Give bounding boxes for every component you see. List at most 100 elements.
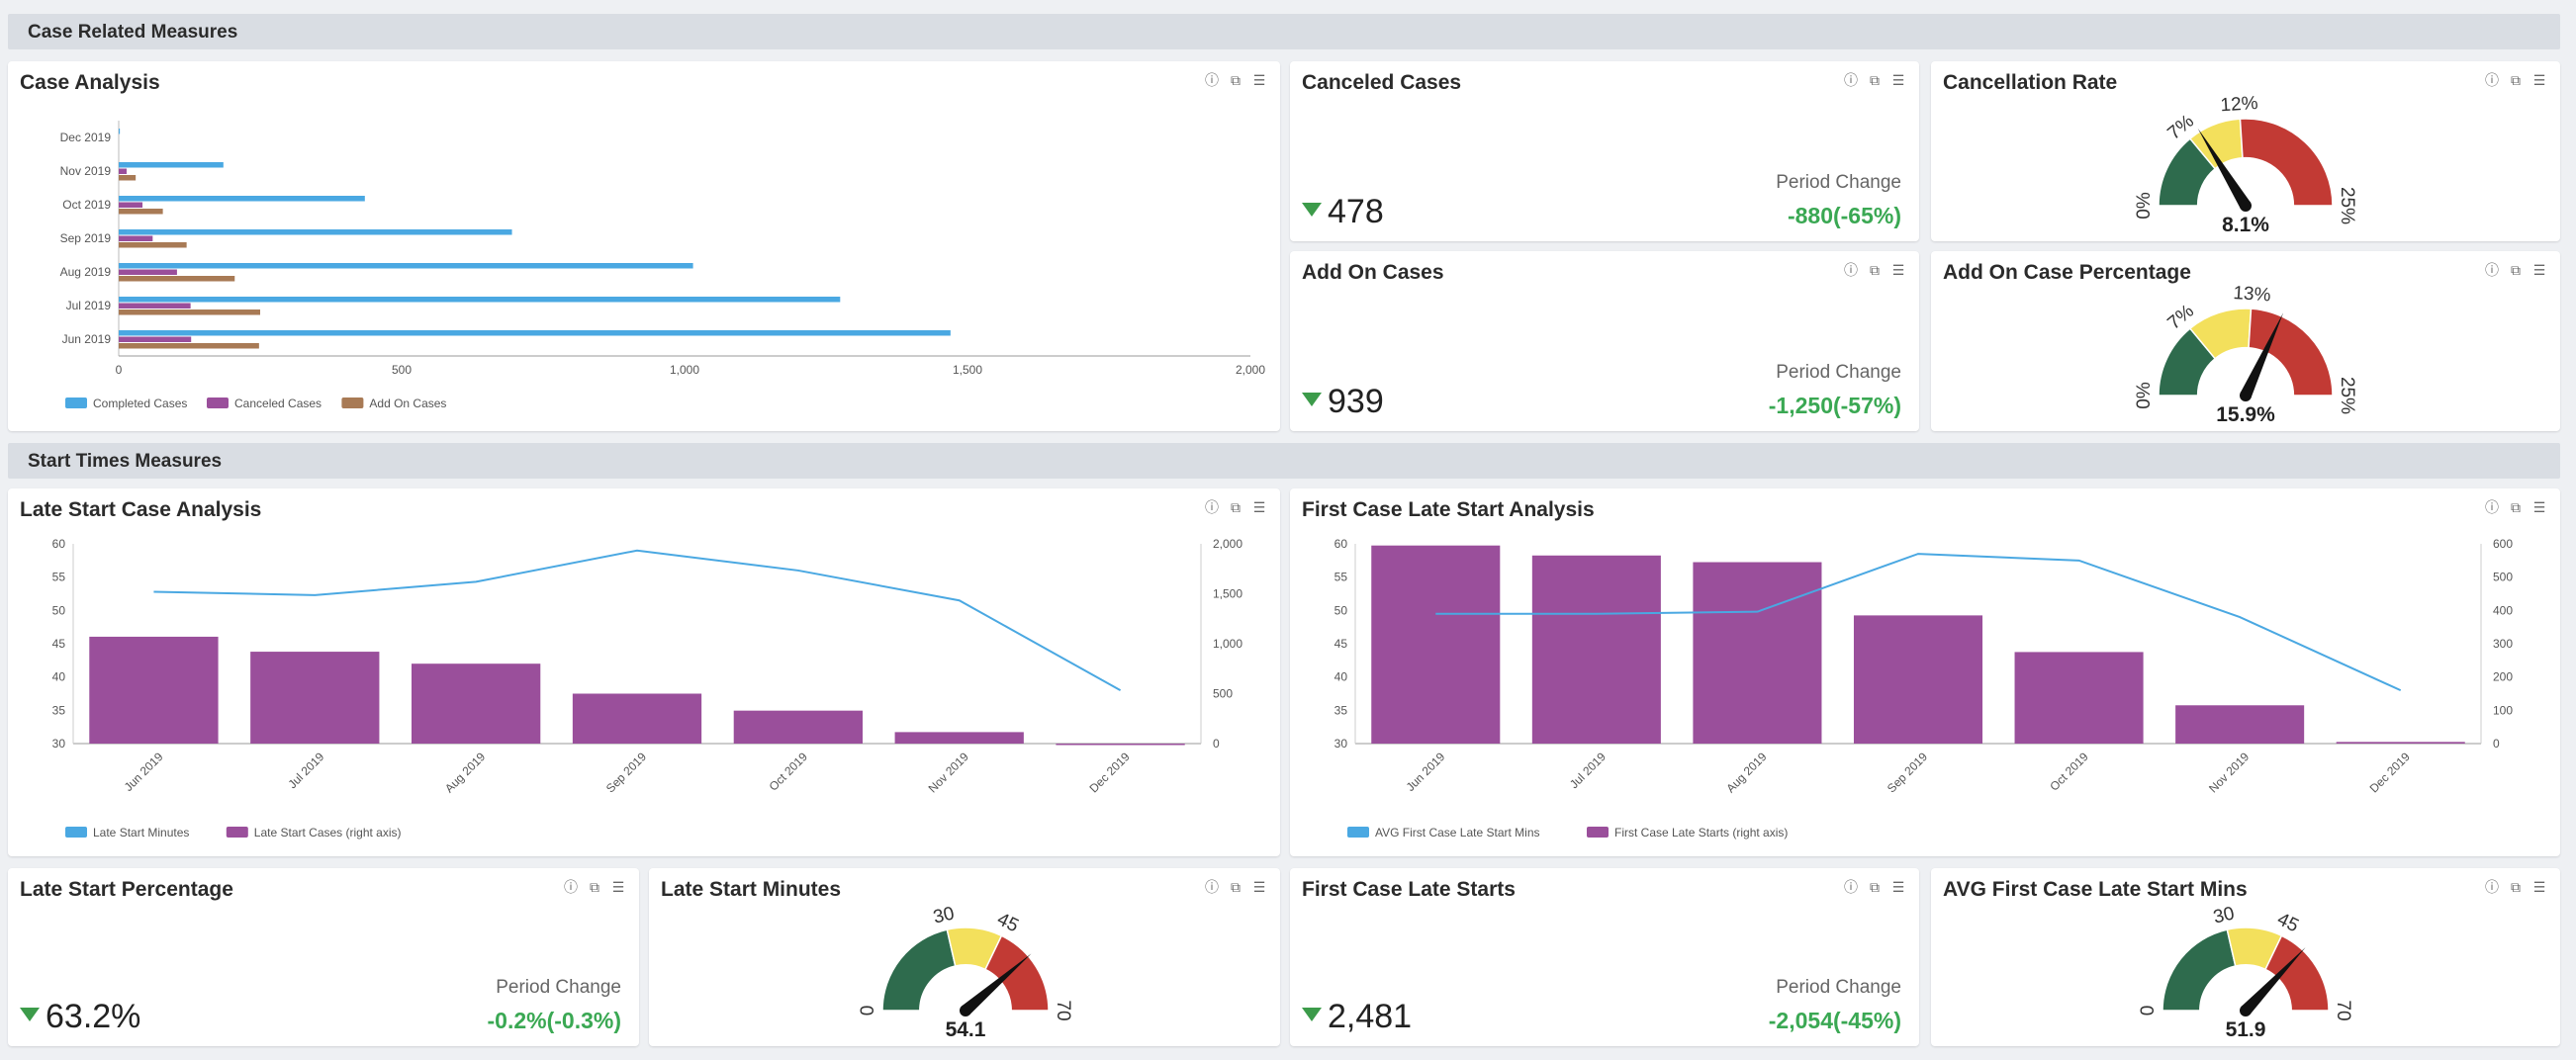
gauge-band-high: [2248, 308, 2334, 397]
bar: [119, 229, 512, 235]
kpi-value: 478: [1328, 193, 1384, 230]
card-toolbar: ⓘ ⧉ ☰: [1205, 880, 1266, 894]
info-icon[interactable]: ⓘ: [1844, 262, 1858, 278]
down-triangle-icon: [1302, 203, 1322, 217]
copy-icon[interactable]: ⧉: [2511, 262, 2521, 278]
info-icon[interactable]: ⓘ: [2485, 879, 2499, 895]
x-tick-label: Oct 2019: [767, 750, 811, 794]
bar: [1371, 545, 1501, 744]
first-case-late-starts-card: First Case Late Starts ⓘ ⧉ ☰ Period Change…: [1290, 868, 1919, 1046]
late-start-case-analysis-card: Late Start Case Analysis ⓘ ⧉ ☰ 30 35 40 45 50 5…: [8, 488, 1280, 856]
y-tick-label: Aug 2019: [60, 265, 112, 279]
y-right-tick-label: 400: [2493, 603, 2513, 617]
legend-swatch: [207, 398, 229, 408]
bar: [119, 129, 121, 134]
x-tick-label: 1,000: [670, 363, 699, 377]
info-icon[interactable]: ⓘ: [2485, 72, 2499, 88]
bar: [119, 336, 192, 342]
database-icon[interactable]: ☰: [1252, 72, 1266, 88]
legend-label: Late Start Cases (right axis): [254, 826, 402, 839]
add-on-case-percentage-card: Add On Case Percentage ⓘ ⧉ ☰ 0% 7% 13% 25% 15.…: [1931, 251, 2560, 431]
copy-icon[interactable]: ⧉: [590, 879, 599, 895]
bar: [119, 309, 260, 315]
copy-icon[interactable]: ⧉: [1231, 499, 1241, 515]
period-change-label: Period Change: [1776, 362, 1901, 383]
y-right-tick-label: 100: [2493, 703, 2513, 717]
cancellation-rate-gauge: 0%7%12%25%8.1%: [2134, 93, 2357, 236]
y-right-tick-label: 0: [1213, 737, 1220, 751]
database-icon[interactable]: ☰: [1252, 499, 1266, 515]
period-change-value: -0.2%(-0.3%): [487, 1008, 621, 1033]
card-toolbar: ⓘ ⧉ ☰: [1205, 73, 1266, 87]
database-icon[interactable]: ☰: [611, 879, 625, 895]
y-left-tick-label: 45: [1334, 637, 1348, 651]
info-icon[interactable]: ⓘ: [1844, 72, 1858, 88]
bar: [119, 242, 187, 248]
avg-first-case-late-start-mins-gauge: 0 30 45 70 51.9: [2138, 903, 2353, 1041]
legend-swatch: [226, 827, 248, 838]
bar: [412, 663, 541, 744]
copy-icon[interactable]: ⧉: [2511, 879, 2521, 895]
database-icon[interactable]: ☰: [1252, 879, 1266, 895]
y-tick-label: Dec 2019: [60, 131, 112, 144]
database-icon[interactable]: ☰: [1891, 262, 1905, 278]
copy-icon[interactable]: ⧉: [1870, 879, 1880, 895]
bar: [119, 330, 951, 336]
legend-swatch: [1347, 827, 1369, 838]
database-icon[interactable]: ☰: [1891, 72, 1905, 88]
info-icon[interactable]: ⓘ: [1205, 72, 1219, 88]
legend-swatch: [1587, 827, 1609, 838]
x-tick-label: Jun 2019: [122, 750, 166, 794]
y-right-tick-label: 600: [2493, 537, 2513, 551]
y-right-tick-label: 1,500: [1213, 587, 1242, 601]
canceled-cases-card: Canceled Cases ⓘ ⧉ ☰ Period Change -880(-6…: [1290, 61, 1919, 241]
late-start-case-analysis-chart: 30 35 40 45 50 55 60 0 500 1,000 1,500 2,000 Jun 201…: [52, 537, 1243, 839]
y-right-tick-label: 1,000: [1213, 637, 1242, 651]
gauge-needle: [962, 953, 1032, 1016]
copy-icon[interactable]: ⧉: [1870, 72, 1880, 88]
kpi-value: 63.2%: [46, 998, 141, 1035]
y-left-tick-label: 60: [1334, 537, 1348, 551]
bar: [119, 235, 153, 241]
bar: [1531, 555, 1661, 744]
add-on-case-percentage-gauge: 0%7%13%25%15.9%: [2134, 283, 2357, 426]
case-analysis-chart: 0 500 1,000 1,500 2,000 Dec 2019 Nov 2019 Oct 2…: [60, 121, 1265, 410]
database-icon[interactable]: ☰: [1891, 879, 1905, 895]
info-icon[interactable]: ⓘ: [2485, 262, 2499, 278]
info-icon[interactable]: ⓘ: [1844, 879, 1858, 895]
bar: [250, 652, 380, 744]
copy-icon[interactable]: ⧉: [2511, 72, 2521, 88]
info-icon[interactable]: ⓘ: [564, 879, 578, 895]
gauge-band-high: [2239, 118, 2334, 207]
database-icon[interactable]: ☰: [2532, 262, 2546, 278]
section-title: Start Times Measures: [28, 451, 223, 472]
x-tick-label: Nov 2019: [2206, 750, 2252, 795]
first-case-late-start-analysis-card: First Case Late Start Analysis ⓘ ⧉ ☰ 30 35 4…: [1290, 488, 2560, 856]
kpi-value-row: 63.2%: [20, 998, 140, 1036]
y-left-tick-label: 40: [1334, 670, 1348, 684]
database-icon[interactable]: ☰: [2532, 879, 2546, 895]
bar: [894, 732, 1024, 744]
info-icon[interactable]: ⓘ: [1205, 879, 1219, 895]
database-icon[interactable]: ☰: [2532, 72, 2546, 88]
gauge-band2-label: 13%: [2233, 283, 2271, 306]
x-tick-label: Sep 2019: [1885, 750, 1930, 795]
y-tick-label: Jul 2019: [66, 299, 112, 312]
period-change-value: -2,054(-45%): [1768, 1008, 1901, 1033]
info-icon[interactable]: ⓘ: [2485, 499, 2499, 515]
line-series: [1435, 553, 2402, 692]
database-icon[interactable]: ☰: [2532, 499, 2546, 515]
period-change-value: -880(-65%): [1787, 203, 1901, 228]
copy-icon[interactable]: ⧉: [2511, 499, 2521, 515]
copy-icon[interactable]: ⧉: [1870, 262, 1880, 278]
copy-icon[interactable]: ⧉: [1231, 72, 1241, 88]
bar: [119, 269, 177, 275]
card-title: Late Start Case Analysis: [20, 498, 262, 521]
copy-icon[interactable]: ⧉: [1231, 879, 1241, 895]
period-change-label: Period Change: [496, 977, 621, 998]
info-icon[interactable]: ⓘ: [1205, 499, 1219, 515]
card-title: AVG First Case Late Start Mins: [1943, 878, 2248, 901]
gauge-band-low: [881, 928, 957, 1012]
gauge-band2-label: 45: [2274, 909, 2302, 936]
kpi-value: 939: [1328, 383, 1384, 420]
